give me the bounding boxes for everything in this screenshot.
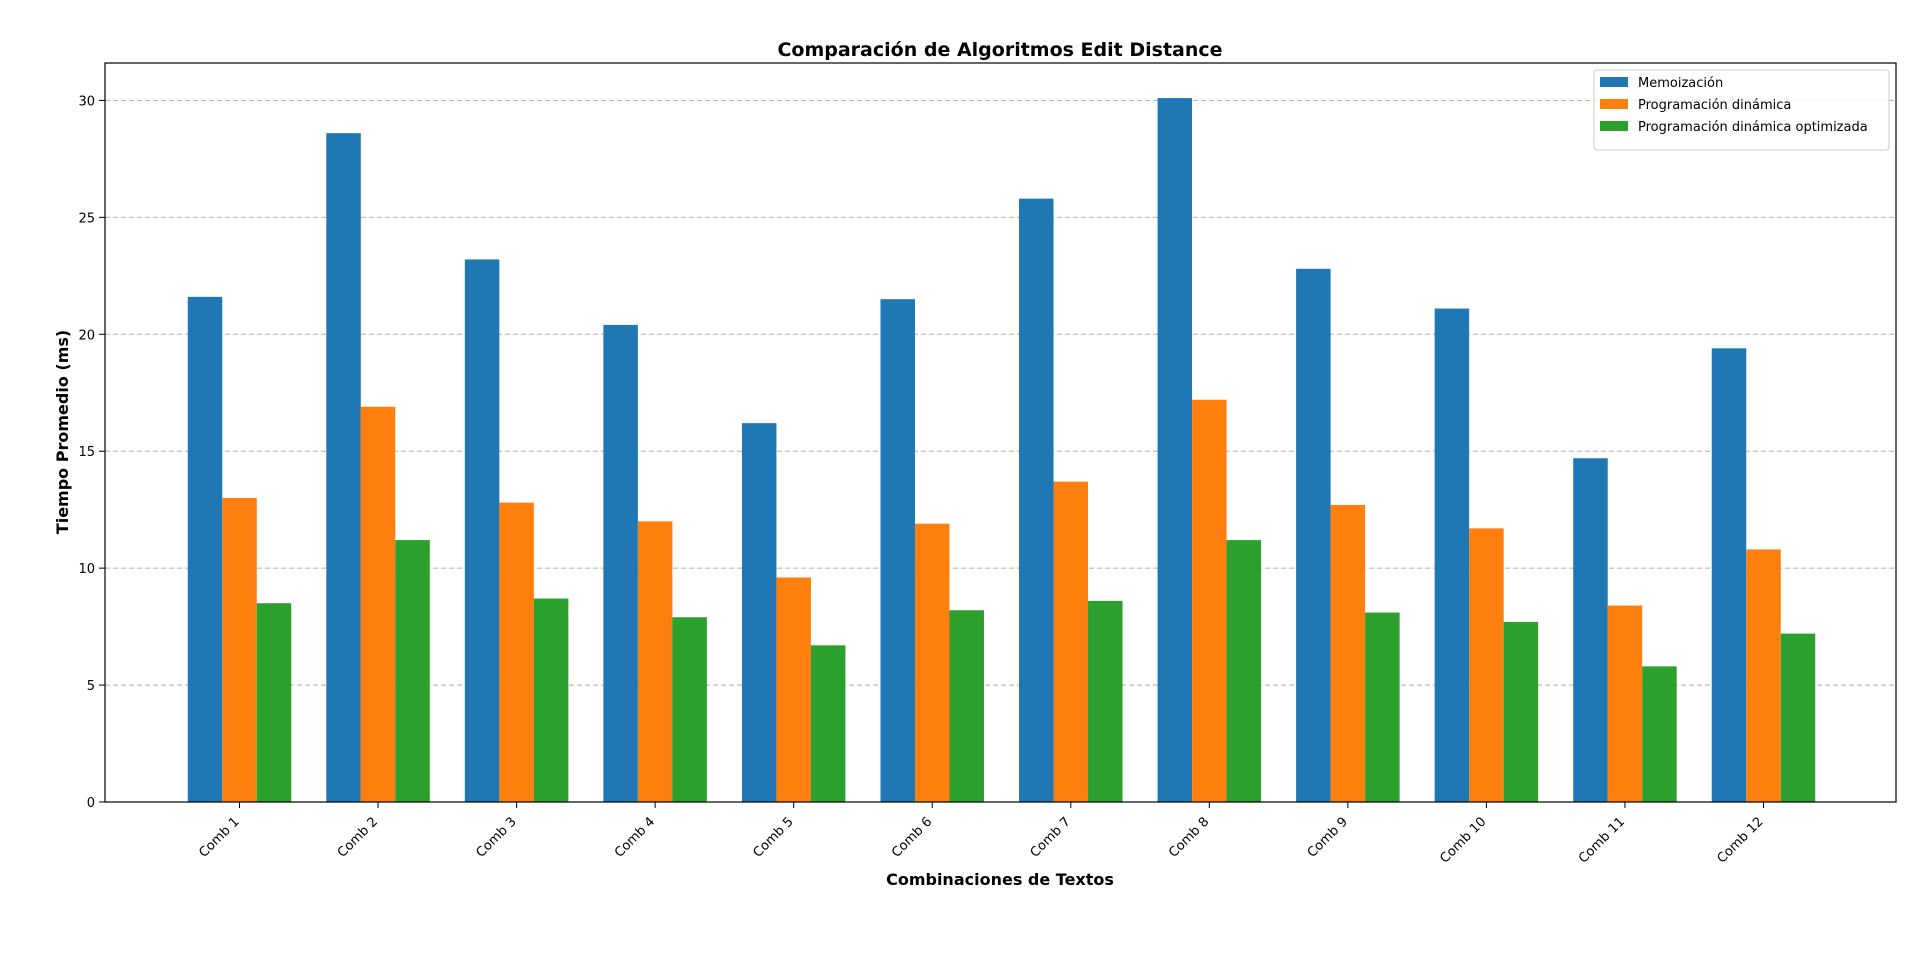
bar [256,603,292,802]
bar [741,423,777,802]
bar [1607,605,1643,802]
bar [672,617,707,802]
x-tick-label: Comb 3 [473,814,519,860]
legend-label: Programación dinámica optimizada [1638,120,1868,135]
legend-label: Memoización [1638,76,1723,91]
x-tick-label: Comb 2 [335,814,381,860]
bar [533,598,569,802]
legend: Memoización Programación dinámica Programa… [1593,69,1890,151]
y-axis-title: Tiempo Promedio (ms) [53,330,72,534]
x-tick-label: Comb 10 [1437,814,1489,866]
x-tick-label: Comb 7 [1028,814,1074,860]
y-tick-label: 0 [87,796,95,811]
y-tick-label: 15 [78,445,95,460]
bar [637,521,673,802]
y-tick-label: 20 [78,328,95,343]
y-axis: 0 5 10 15 20 25 30 [78,94,105,811]
bar [1157,98,1193,803]
bar [1019,198,1054,803]
bar [187,296,223,802]
bar [395,540,430,802]
y-tick-label: 25 [78,211,95,226]
y-tick-label: 30 [78,94,95,109]
legend-swatch [1600,77,1628,87]
legend-frame [1593,69,1890,151]
x-axis: Comb 1 Comb 2 Comb 3 Comb 4 Comb 5 Comb 6 Comb… [196,802,1767,867]
bar [1434,308,1470,802]
x-tick-label: Comb 4 [612,814,658,860]
bar [1711,348,1747,802]
bar [464,259,500,803]
bar [1226,540,1262,802]
bar [1192,399,1227,802]
y-tick-label: 5 [87,679,95,694]
bar [914,523,950,802]
x-tick-label: Comb 12 [1714,814,1766,866]
legend-label: Programación dinámica [1638,98,1791,113]
plot-frame [104,62,1897,803]
x-tick-label: Comb 1 [196,814,242,860]
x-tick-label: Comb 9 [1305,814,1351,860]
bar [880,299,915,802]
bar [1642,666,1677,802]
legend-swatch [1600,99,1628,109]
bar [949,610,984,802]
bar [1053,481,1089,802]
legend-swatch [1600,121,1628,131]
bar [1088,600,1123,802]
bar [222,497,257,802]
x-tick-label: Comb 5 [751,814,797,860]
bars-group [187,98,1816,803]
bar [603,324,638,802]
bar [326,133,361,803]
bar [776,577,811,802]
bar [1296,268,1331,802]
bar [810,645,846,802]
x-tick-label: Comb 11 [1576,814,1628,866]
bar [1330,504,1366,802]
chart-title: Comparación de Algoritmos Edit Distance [777,39,1222,61]
bar [499,502,534,802]
x-axis-title: Combinaciones de Textos [886,870,1114,889]
x-tick-label: Comb 6 [889,814,935,860]
bar [1469,528,1504,802]
x-tick-label: Comb 8 [1166,814,1212,860]
bar [1365,612,1400,802]
bar [1746,549,1781,802]
bar [1503,621,1539,802]
bar [1780,633,1816,802]
bar [360,406,396,802]
bar [1573,458,1608,802]
y-tick-label: 10 [78,562,95,577]
